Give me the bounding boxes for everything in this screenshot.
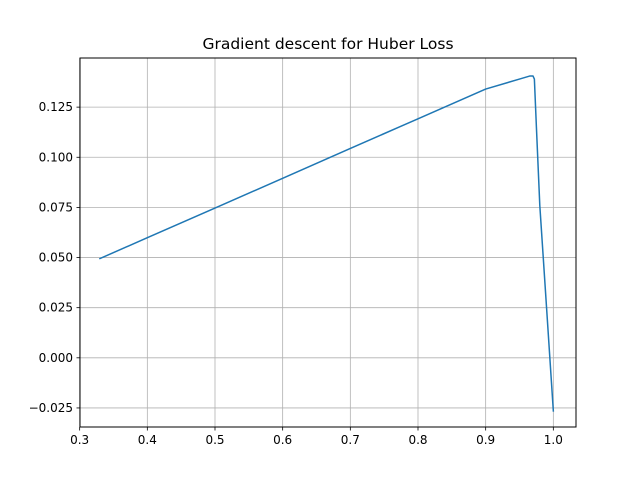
x-tick-label: 0.3 (70, 433, 89, 447)
series-layer (98, 75, 555, 412)
x-tick-label: 0.4 (138, 433, 157, 447)
x-tick-label: 0.9 (476, 433, 495, 447)
y-axis: −0.025 0.000 0.025 0.050 0.075 0.100 0.125 (29, 100, 80, 415)
x-axis: 0.3 0.4 0.5 0.6 0.7 0.8 0.9 1.0 (70, 427, 563, 447)
x-tick-label: 0.8 (408, 433, 427, 447)
x-tick-label: 1.0 (544, 433, 563, 447)
y-gridlines (80, 106, 576, 409)
y-tick-label: 0.125 (39, 100, 73, 114)
series-line (98, 75, 555, 412)
x-gridlines (79, 58, 554, 427)
x-tick-label: 0.7 (341, 433, 360, 447)
y-tick-label: 0.100 (39, 150, 73, 164)
plot-frame (79, 57, 577, 428)
x-tick-label: 0.5 (205, 433, 224, 447)
y-tick-label: 0.075 (39, 200, 73, 214)
y-tick-label: −0.025 (29, 401, 73, 415)
chart-title: Gradient descent for Huber Loss (202, 35, 453, 53)
y-tick-label: 0.025 (39, 301, 73, 315)
x-tick-label: 0.6 (273, 433, 292, 447)
y-tick-label: 0.000 (39, 351, 73, 365)
y-tick-label: 0.050 (39, 251, 73, 265)
